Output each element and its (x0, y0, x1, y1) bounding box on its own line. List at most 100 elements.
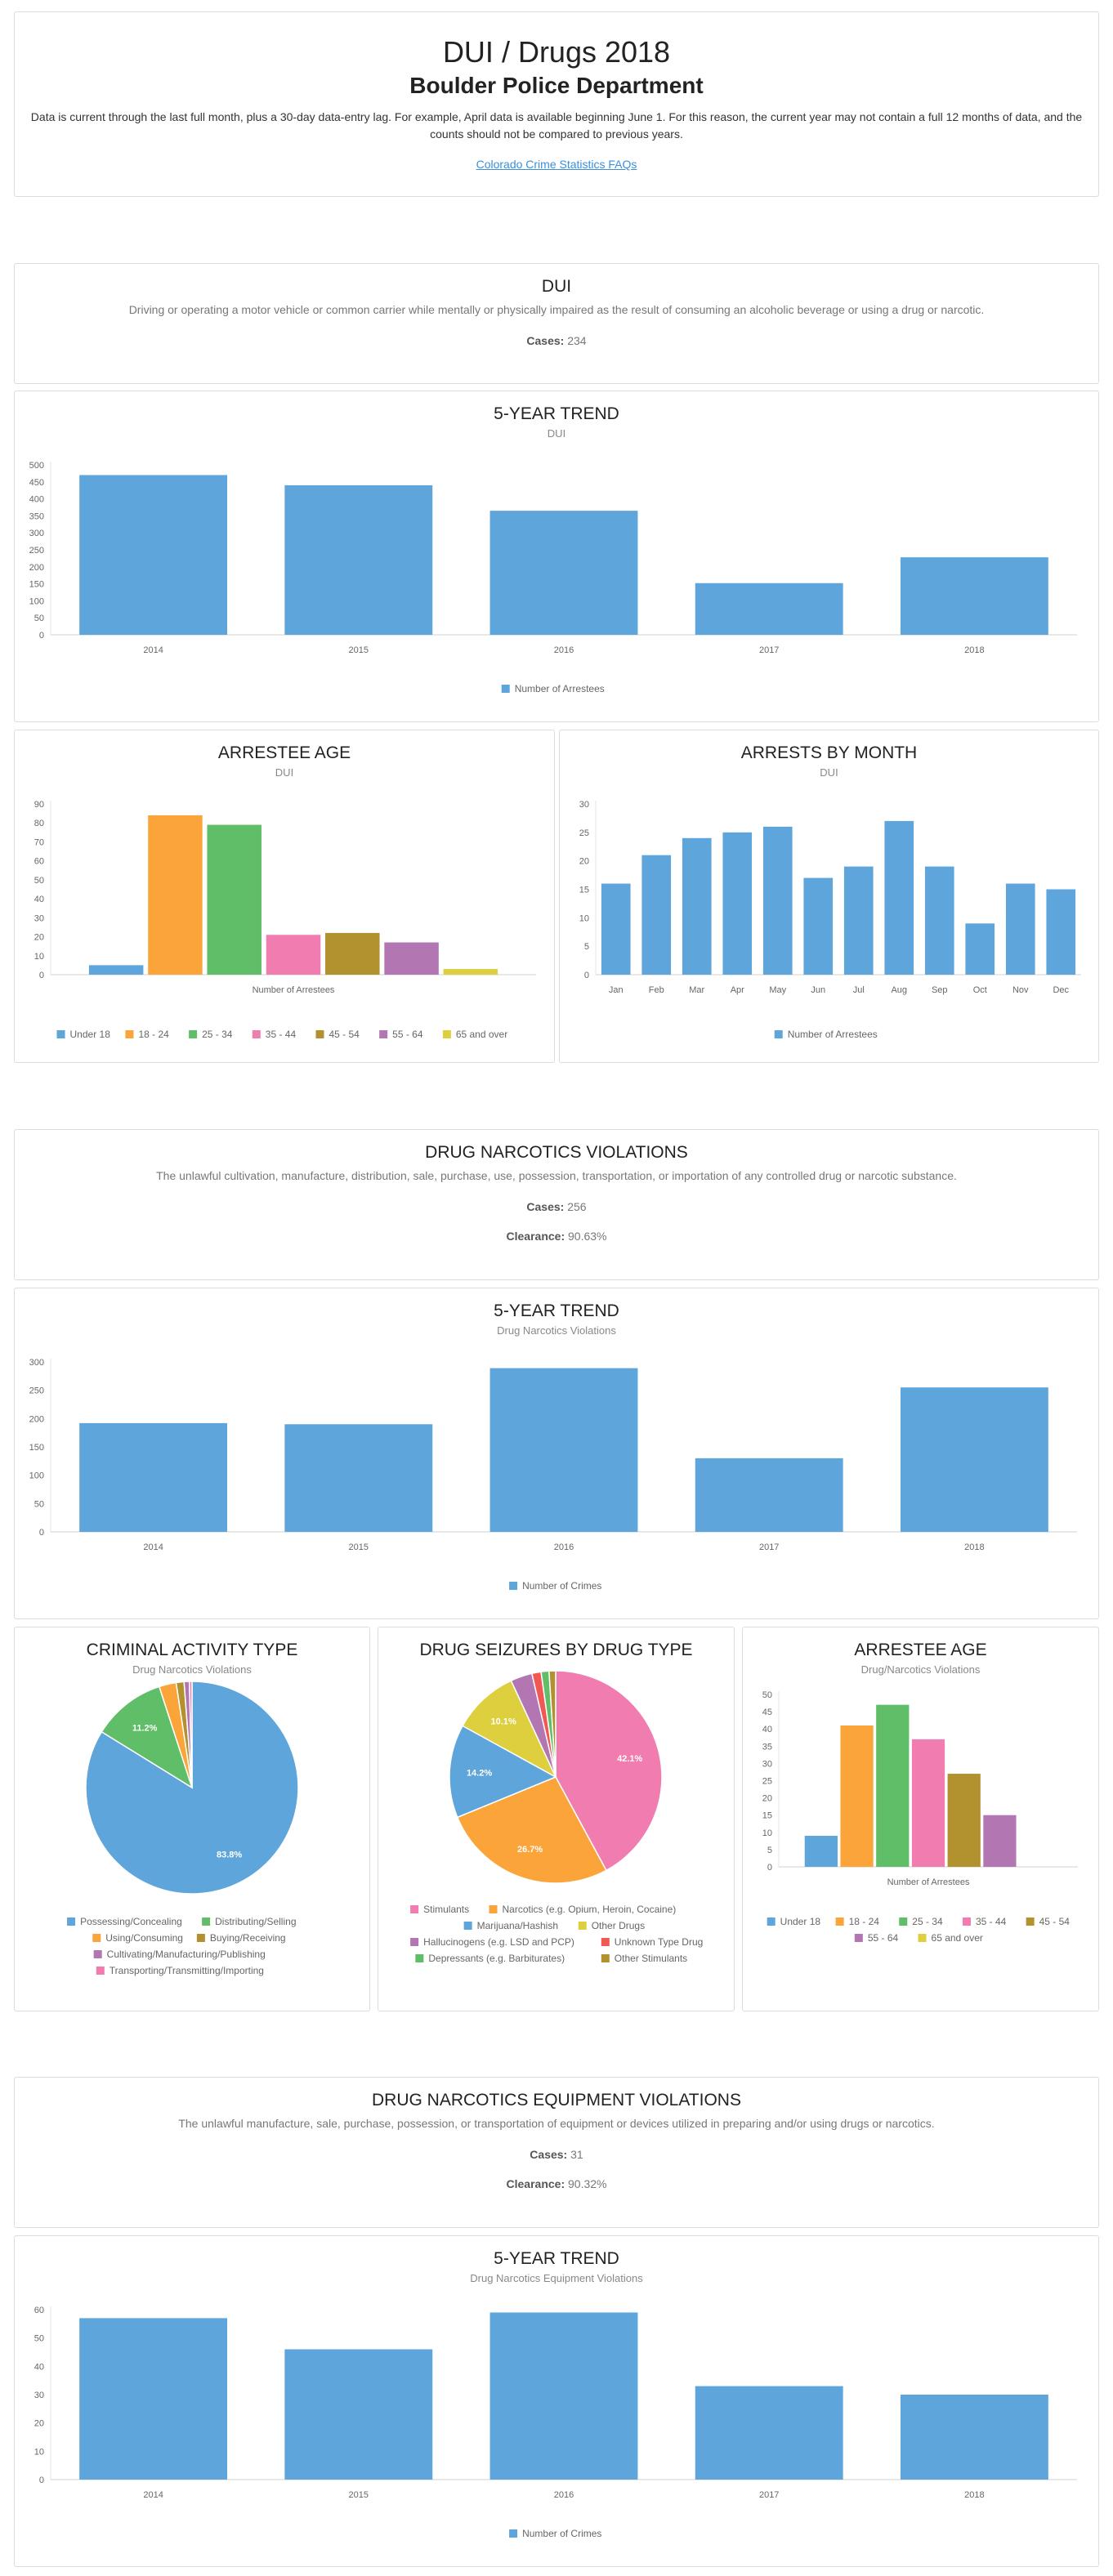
equip-trend-chart: 0 10 20 30 40 50 60 2014 2015 2016 2017 2018 Number … (34, 2306, 1077, 2539)
legend-label: 65 and over (932, 1932, 983, 1944)
seizures-pie-chart: 42.1% 26.7% 14.2% 10.1% Stimulants Narcotics … (410, 1670, 703, 1964)
bar (840, 1725, 874, 1867)
legend-swatch (56, 1030, 65, 1038)
x-tick-label: 2014 (143, 2490, 163, 2500)
x-tick-label: Aug (891, 985, 907, 995)
chart-title: 5-YEAR TREND (494, 2249, 619, 2268)
chart-subtitle: DUI (820, 766, 838, 779)
x-tick-label: 2017 (759, 645, 779, 655)
legend-label: 18 - 24 (849, 1916, 880, 1927)
legend-swatch (252, 1030, 261, 1038)
y-tick-label: 50 (34, 614, 44, 623)
clearance-value: 90.63% (568, 1230, 607, 1243)
y-tick-label: 300 (29, 529, 44, 538)
legend-swatch (578, 1922, 587, 1930)
legend-label: 45 - 54 (1039, 1916, 1071, 1927)
x-tick-label: 2018 (964, 1542, 984, 1552)
bar (876, 1704, 910, 1867)
x-tick-label: 2015 (349, 645, 369, 655)
x-tick-label: 2014 (143, 645, 163, 655)
legend-swatch (67, 1917, 76, 1926)
x-tick-label: 2016 (554, 1542, 574, 1552)
header-card: DUI / Drugs 2018 Boulder Police Departme… (14, 11, 1099, 197)
y-tick-label: 0 (39, 2476, 44, 2485)
x-tick-label: 2018 (964, 2490, 984, 2500)
y-tick-label: 35 (762, 1742, 772, 1752)
x-tick-label: 2016 (554, 645, 574, 655)
y-tick-label: 20 (34, 933, 44, 943)
y-tick-label: 60 (34, 2306, 44, 2315)
legend-label: Under 18 (70, 1029, 111, 1040)
x-tick-label: 2018 (964, 645, 984, 655)
bar (900, 2395, 1048, 2480)
legend-label: 55 - 64 (868, 1932, 899, 1944)
drug-summary-card: DRUG NARCOTICS VIOLATIONS The unlawful c… (14, 1129, 1099, 1280)
cases-label: Cases: (530, 2148, 568, 2161)
y-tick-label: 50 (34, 876, 44, 886)
y-tick-label: 15 (579, 886, 589, 895)
equip-description: The unlawful manufacture, sale, purchase… (178, 2117, 935, 2130)
legend-label: Under 18 (780, 1916, 821, 1927)
page-subtitle: Boulder Police Department (409, 73, 704, 98)
x-axis-label: Number of Arrestees (887, 1877, 970, 1887)
activity-pie-chart: 83.8% 11.2% Possessing/Concealing Distribut… (67, 1681, 299, 1976)
y-tick-label: 30 (579, 800, 589, 810)
legend-swatch (501, 685, 510, 693)
y-tick-label: 200 (29, 1414, 44, 1424)
chart-title: CRIMINAL ACTIVITY TYPE (86, 1641, 298, 1659)
legend-label: Stimulants (423, 1904, 469, 1915)
legend-label: Distributing/Selling (215, 1916, 296, 1927)
y-tick-label: 50 (762, 1690, 772, 1700)
legend-swatch (509, 2529, 518, 2538)
x-tick-label: 2017 (759, 2490, 779, 2500)
x-tick-label: Oct (973, 985, 987, 995)
y-tick-label: 50 (34, 1499, 44, 1509)
chart-title: ARRESTEE AGE (854, 1641, 987, 1659)
y-tick-label: 30 (34, 913, 44, 923)
y-tick-label: 150 (29, 580, 44, 590)
bar (843, 866, 874, 975)
data-note: Data is current through the last full mo… (30, 110, 1083, 141)
y-tick-label: 60 (34, 857, 44, 867)
cases-label: Cases: (526, 1200, 565, 1213)
legend-swatch (601, 1938, 610, 1946)
legend-swatch (774, 1030, 783, 1038)
legend-label: Buying/Receiving (210, 1932, 286, 1944)
legend-swatch (463, 1922, 472, 1930)
legend-swatch (899, 1917, 908, 1926)
x-tick-label: 2015 (349, 2490, 369, 2500)
y-tick-label: 100 (29, 596, 44, 606)
x-tick-label: May (769, 985, 786, 995)
pie-slice (548, 1670, 556, 1778)
x-tick-label: Dec (1053, 985, 1069, 995)
x-tick-label: Apr (731, 985, 744, 995)
bar (88, 965, 144, 975)
x-tick-label: 2015 (349, 1542, 369, 1552)
y-tick-label: 30 (762, 1759, 772, 1769)
legend-swatch (918, 1934, 927, 1942)
x-tick-label: Nov (1012, 985, 1029, 995)
legend-swatch (125, 1030, 134, 1038)
seizures-card: DRUG SEIZURES BY DRUG TYPE 42.1% 26.7% 14.… (378, 1627, 735, 2011)
drug-trend-chart: 0 50 100 150 200 250 300 2014 2015 2016 2017 2018 Nu… (29, 1358, 1077, 1592)
pie-slice (555, 1670, 663, 1872)
chart-subtitle: Drug Narcotics Violations (132, 1663, 252, 1676)
y-tick-label: 20 (762, 1794, 772, 1804)
x-tick-label: Mar (689, 985, 704, 995)
faq-link[interactable]: Colorado Crime Statistics FAQs (476, 158, 637, 171)
drug-description: The unlawful cultivation, manufacture, d… (156, 1169, 957, 1182)
legend-swatch (1026, 1917, 1035, 1926)
bar (695, 2386, 843, 2480)
clearance-label: Clearance: (506, 2177, 565, 2190)
drug-age-chart: 0 5 10 15 20 25 30 35 40 45 50 Number of Arrestees U… (762, 1690, 1078, 1944)
x-tick-label: Feb (649, 985, 664, 995)
slice-label: 11.2% (132, 1723, 158, 1733)
pie-slice (456, 1776, 607, 1884)
legend-label: Number of Crimes (522, 1580, 601, 1592)
y-tick-label: 70 (34, 837, 44, 847)
y-tick-label: 150 (29, 1443, 44, 1453)
slice-label: 83.8% (217, 1851, 242, 1860)
chart-title: ARRESTS BY MONTH (740, 743, 918, 762)
y-tick-label: 50 (34, 2334, 44, 2344)
legend-label: Cultivating/Manufacturing/Publishing (107, 1949, 266, 1960)
